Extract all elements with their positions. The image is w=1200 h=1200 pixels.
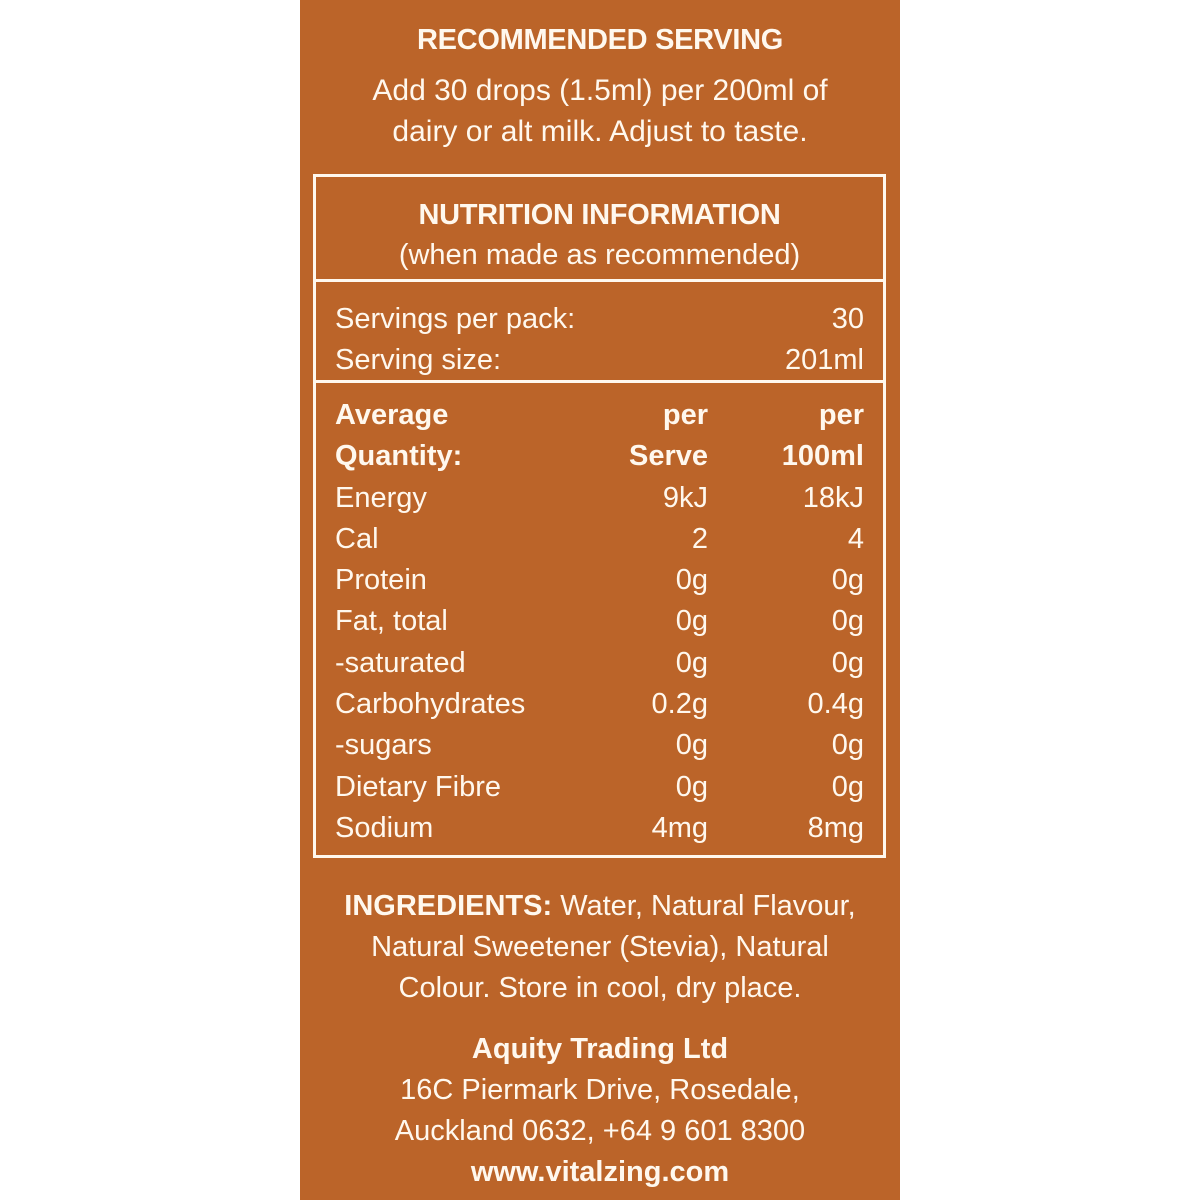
company-address-line-1: 16C Piermark Drive, Rosedale, [400, 1074, 800, 1106]
table-header-row-1: Average per per [335, 395, 864, 436]
table-row: -sugars 0g 0g [335, 725, 864, 766]
company-section: Aquity Trading Ltd 16C Piermark Drive, R… [300, 1029, 900, 1193]
servings-section: Servings per pack: 30 Serving size: 201m… [316, 282, 883, 383]
per-serve-value: 0g [675, 729, 708, 762]
nutrient-name: -saturated [335, 646, 466, 679]
per-100ml-value: 0g [831, 729, 864, 762]
per-100ml-value: 0.4g [807, 688, 864, 721]
per-serve-value: 4mg [651, 811, 708, 844]
nutrition-header: NUTRITION INFORMATION (when made as reco… [316, 177, 883, 282]
nutrition-label-panel: RECOMMENDED SERVING Add 30 drops (1.5ml)… [300, 0, 900, 1200]
nutrient-name: Sodium [335, 811, 434, 844]
table-row: Dietary Fibre 0g 0g [335, 767, 864, 808]
table-row: Cal 2 4 [335, 519, 864, 560]
nutrition-table: Average per per Quantity: Serve 100ml En… [316, 383, 883, 849]
nutrition-subtitle: (when made as recommended) [398, 239, 801, 271]
nutrient-name: Carbohydrates [335, 688, 526, 721]
table-row: Protein 0g 0g [335, 560, 864, 601]
serving-size-value: 201ml [785, 344, 864, 376]
table-row: -saturated 0g 0g [335, 643, 864, 684]
serving-line-1: Add 30 drops (1.5ml) per 200ml of [372, 74, 828, 107]
serving-size-label: Serving size: [335, 344, 502, 376]
header-average: Average [335, 399, 449, 431]
per-100ml-value: 0g [831, 605, 864, 638]
ingredients-line-1-text: Water, Natural Flavour, [552, 890, 856, 922]
table-row: Fat, total 0g 0g [335, 601, 864, 642]
per-100ml-value: 0g [831, 646, 864, 679]
company-address-line-2: Auckland 0632, +64 9 601 8300 [394, 1115, 806, 1147]
table-row: Energy 9kJ 18kJ [335, 478, 864, 519]
ingredients-label: INGREDIENTS: [344, 890, 553, 922]
ingredients-section: INGREDIENTS: Water, Natural Flavour, Nat… [300, 886, 900, 1009]
servings-per-pack-label: Servings per pack: [335, 303, 576, 335]
per-serve-value: 0g [675, 770, 708, 803]
per-serve-value: 0.2g [651, 688, 708, 721]
company-name: Aquity Trading Ltd [471, 1033, 729, 1065]
nutrient-name: Protein [335, 564, 427, 597]
per-100ml-value: 4 [847, 522, 864, 555]
ingredients-line-2: Natural Sweetener (Stevia), Natural [371, 931, 829, 963]
recommended-serving-text: Add 30 drops (1.5ml) per 200ml of dairy … [300, 70, 900, 152]
servings-per-pack-value: 30 [831, 303, 864, 335]
nutrient-name: Fat, total [335, 605, 448, 638]
nutrient-name: -sugars [335, 729, 432, 762]
per-serve-value: 0g [675, 646, 708, 679]
header-per-100ml-1: per [818, 399, 864, 431]
header-per-100ml-2: 100ml [781, 440, 864, 473]
header-per-serve-2: Serve [628, 440, 708, 473]
per-serve-value: 0g [675, 564, 708, 597]
nutrition-title: NUTRITION INFORMATION [418, 199, 781, 231]
nutrition-information-box: NUTRITION INFORMATION (when made as reco… [313, 174, 886, 858]
per-100ml-value: 0g [831, 564, 864, 597]
table-header-row-2: Quantity: Serve 100ml [335, 436, 864, 477]
company-website-link[interactable]: www.vitalzing.com [470, 1156, 730, 1188]
nutrient-name: Cal [335, 522, 379, 555]
nutrient-name: Energy [335, 481, 427, 514]
per-100ml-value: 18kJ [802, 481, 864, 514]
per-serve-value: 9kJ [662, 481, 708, 514]
header-per-serve-1: per [662, 399, 708, 431]
per-100ml-value: 0g [831, 770, 864, 803]
serving-size-row: Serving size: 201ml [335, 340, 864, 381]
serving-line-2: dairy or alt milk. Adjust to taste. [392, 115, 808, 148]
per-100ml-value: 8mg [807, 811, 864, 844]
ingredients-line-3: Colour. Store in cool, dry place. [398, 972, 802, 1004]
servings-per-pack-row: Servings per pack: 30 [335, 299, 864, 340]
ingredients-line-1: INGREDIENTS: Water, Natural Flavour, [300, 886, 900, 927]
table-row: Carbohydrates 0.2g 0.4g [335, 684, 864, 725]
per-serve-value: 2 [691, 522, 708, 555]
header-quantity: Quantity: [335, 440, 463, 473]
recommended-serving-title: RECOMMENDED SERVING [417, 24, 783, 56]
nutrient-name: Dietary Fibre [335, 770, 501, 803]
per-serve-value: 0g [675, 605, 708, 638]
table-row: Sodium 4mg 8mg [335, 808, 864, 849]
